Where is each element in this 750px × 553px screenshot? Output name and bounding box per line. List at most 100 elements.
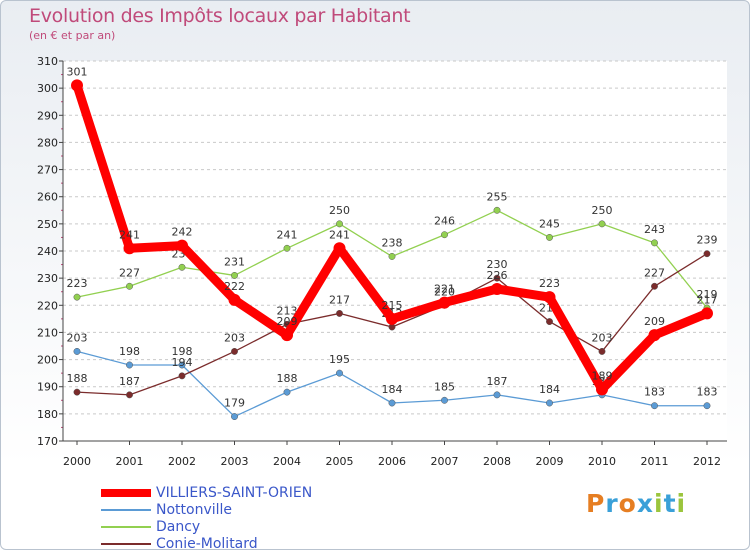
data-label: 203 (592, 331, 613, 344)
data-point (333, 242, 346, 255)
logo-letter: x (636, 489, 654, 518)
data-label: 243 (644, 223, 665, 236)
logo-letter: o (618, 489, 637, 518)
data-label: 222 (224, 280, 245, 293)
data-label: 188 (277, 372, 298, 385)
data-point (596, 383, 608, 396)
data-label: 223 (67, 277, 88, 290)
data-label: 189 (592, 369, 613, 382)
x-tick-label: 2009 (536, 455, 564, 468)
data-label: 227 (644, 266, 665, 279)
data-label: 227 (119, 266, 140, 279)
data-point (283, 388, 291, 396)
x-tick-label: 2012 (693, 455, 721, 468)
data-label: 187 (119, 375, 140, 388)
data-point (651, 282, 658, 290)
x-tick-label: 2001 (116, 455, 144, 468)
x-tick-label: 2007 (431, 455, 459, 468)
data-point (281, 329, 293, 342)
legend-label: Nottonville (156, 502, 233, 518)
data-label: 250 (329, 204, 350, 217)
data-label: 219 (697, 288, 718, 301)
logo-letter: r (605, 489, 619, 518)
proxiti-logo: Proxiti (586, 489, 686, 518)
data-label: 238 (382, 236, 403, 249)
data-label: 183 (644, 386, 665, 399)
legend-label: Conie-Molitard (156, 536, 258, 552)
data-point (178, 263, 186, 271)
y-tick-label: 210 (37, 326, 58, 339)
data-label: 213 (277, 304, 298, 317)
data-point (441, 231, 448, 239)
logo-letter: i (654, 489, 664, 518)
y-tick-label: 290 (37, 109, 58, 122)
data-point (651, 239, 658, 247)
data-label: 217 (329, 293, 350, 306)
legend-swatch (101, 489, 151, 497)
data-point (231, 347, 238, 355)
data-point (231, 271, 238, 279)
logo-letter: P (586, 489, 606, 518)
data-label: 184 (382, 383, 403, 396)
x-tick-label: 2010 (588, 455, 616, 468)
data-label: 188 (67, 372, 88, 385)
data-label: 231 (224, 255, 245, 268)
data-point (701, 307, 713, 320)
legend-swatch (101, 526, 151, 528)
data-point (438, 296, 451, 309)
data-point (546, 233, 553, 241)
y-tick-label: 270 (37, 164, 58, 177)
data-label: 183 (697, 386, 718, 399)
data-point (178, 361, 186, 369)
data-point (491, 283, 503, 295)
y-tick-label: 200 (37, 354, 58, 367)
data-point (546, 318, 553, 326)
legend-label: Dancy (156, 519, 201, 535)
data-label: 221 (434, 283, 455, 296)
data-point (598, 220, 606, 228)
data-point (388, 252, 396, 260)
data-point (703, 402, 711, 410)
data-point (178, 372, 186, 380)
legend-swatch (101, 509, 151, 511)
data-label: 195 (329, 353, 350, 366)
y-tick-label: 260 (37, 191, 58, 204)
data-label: 215 (382, 299, 403, 312)
data-point (231, 413, 238, 421)
x-tick-label: 2002 (168, 455, 196, 468)
data-point (73, 388, 81, 396)
logo-letter: i (676, 489, 687, 518)
chart-title: Evolution des Impôts locaux par Habitant (29, 5, 411, 27)
legend-swatch (101, 543, 151, 545)
data-label: 223 (539, 277, 560, 290)
y-tick-label: 280 (37, 136, 58, 149)
data-label: 241 (329, 228, 350, 241)
y-tick-label: 170 (37, 435, 58, 448)
legend-label: VILLIERS-SAINT-ORIEN (156, 485, 313, 501)
data-point (441, 396, 448, 404)
chart-subtitle: (en € et par an) (29, 29, 116, 42)
data-label: 226 (487, 269, 508, 282)
y-tick-label: 230 (37, 272, 58, 285)
data-point (493, 274, 501, 282)
y-tick-label: 310 (37, 55, 58, 68)
data-point (126, 282, 133, 290)
logo-letter: t (663, 489, 677, 518)
data-point (648, 329, 661, 342)
data-label: 198 (119, 345, 140, 358)
data-point (123, 242, 136, 255)
data-label: 239 (697, 234, 718, 247)
data-point (73, 347, 81, 355)
data-label: 179 (224, 397, 245, 410)
x-tick-label: 2006 (378, 455, 406, 468)
x-tick-label: 2000 (63, 455, 91, 468)
data-label: 194 (172, 356, 193, 369)
data-label: 185 (434, 380, 455, 393)
data-point (493, 206, 501, 214)
data-label: 301 (67, 65, 88, 78)
x-tick-label: 2004 (273, 455, 301, 468)
data-label: 209 (277, 315, 298, 328)
data-point (126, 391, 133, 399)
y-tick-label: 180 (37, 408, 58, 421)
